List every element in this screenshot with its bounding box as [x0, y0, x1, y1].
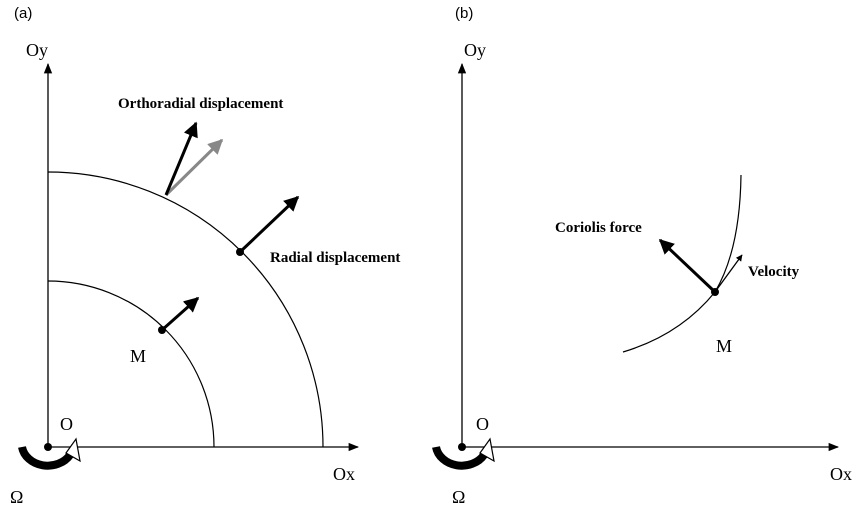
ortho-ref-arrow	[164, 138, 224, 197]
annotation: Orthoradial displacement	[118, 96, 283, 112]
point	[158, 326, 166, 334]
rotation-label: Ω	[10, 487, 23, 507]
rotation-arrowhead	[479, 437, 495, 463]
x-axis-label: Ox	[830, 464, 852, 484]
radial-arrow	[238, 195, 300, 254]
y-axis-label: Oy	[464, 40, 486, 60]
rotation-arrow	[432, 445, 488, 470]
x-axis-label: Ox	[333, 464, 355, 484]
point	[236, 248, 244, 256]
coriolis-arrow	[658, 238, 717, 294]
ortho-arrow	[164, 121, 198, 196]
velocity-arrow	[714, 254, 743, 293]
point	[711, 288, 719, 296]
rotation-arrowhead	[65, 437, 81, 463]
rotation-label: Ω	[452, 487, 465, 507]
annotation: Coriolis force	[555, 220, 642, 236]
point-label: M	[716, 336, 732, 356]
panel-tag: (a)	[14, 5, 32, 22]
trajectory	[622, 174, 742, 353]
panel-b: (b) Oy Ox O Ω M Coriolis force Velocity	[432, 5, 852, 507]
panel-tag: (b)	[455, 5, 473, 22]
rotation-arrow	[18, 445, 74, 470]
arrow	[161, 296, 200, 332]
panel-a: (a) Oy Ox O Ω M Orthoradial displacement…	[10, 5, 400, 507]
y-axis-label: Oy	[26, 40, 48, 60]
annotation: Velocity	[748, 264, 800, 280]
point-label: M	[130, 346, 146, 366]
origin-dot	[44, 443, 52, 451]
annotation: Radial displacement	[270, 250, 400, 266]
origin-label: O	[60, 414, 73, 434]
origin-label: O	[476, 414, 489, 434]
origin-dot	[458, 443, 466, 451]
